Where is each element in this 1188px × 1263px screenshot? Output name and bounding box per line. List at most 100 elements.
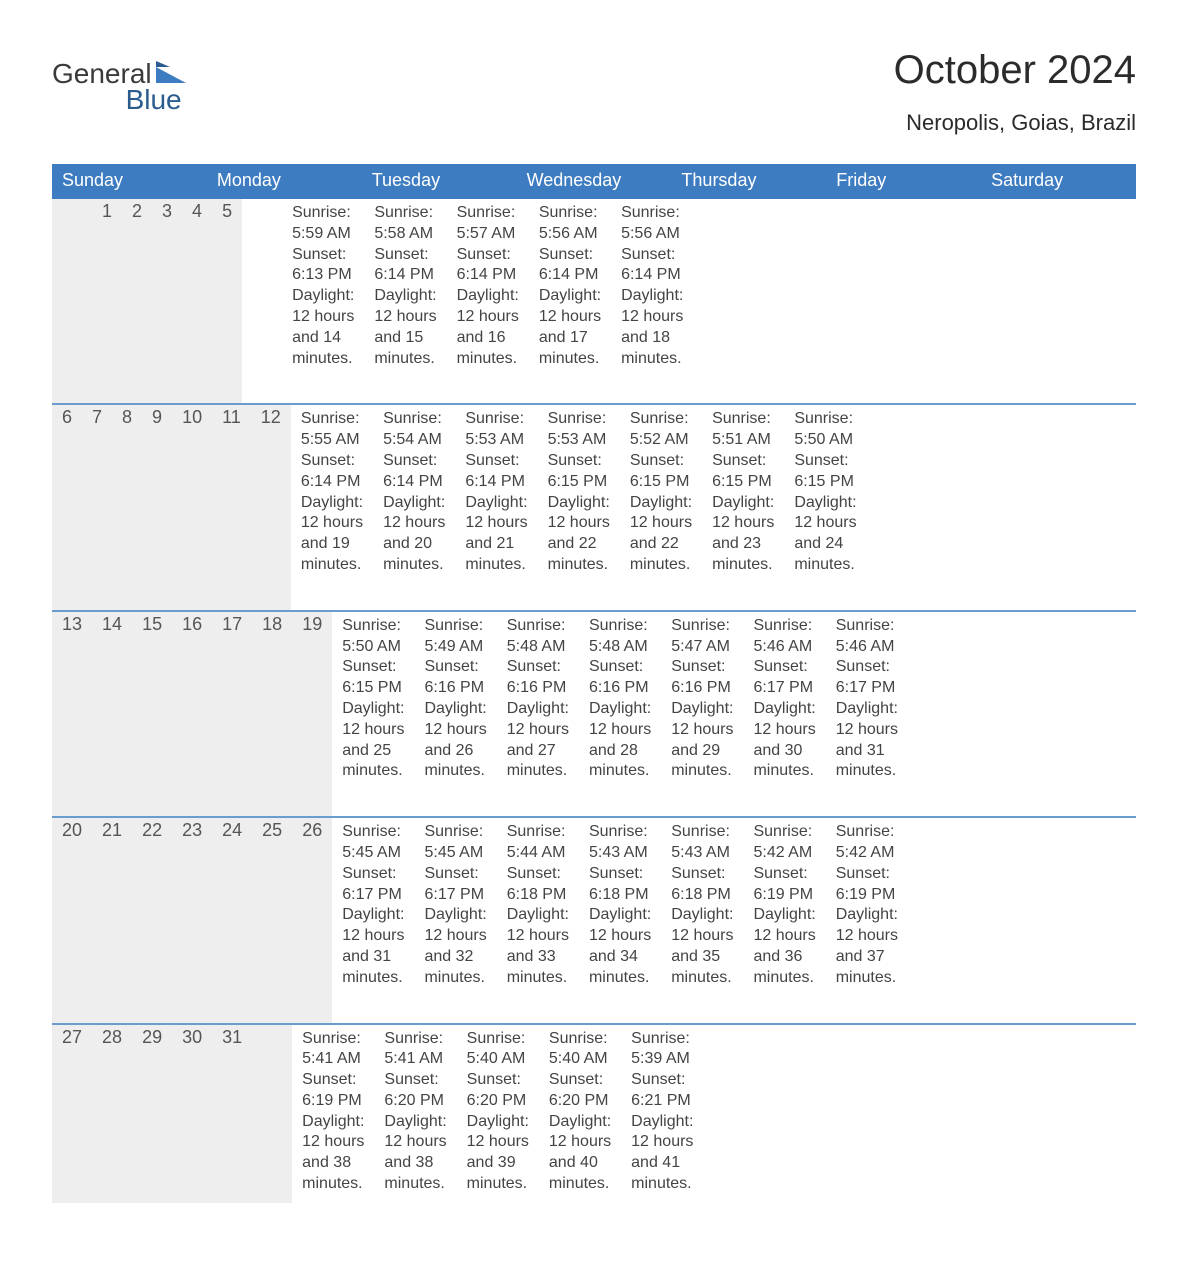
day-cell: Sunrise: 5:47 AMSunset: 6:16 PMDaylight:… [661,612,743,816]
daylight-line: Daylight: 12 hours and 31 minutes. [836,699,898,782]
sunrise-line: Sunrise: 5:57 AM [457,203,519,245]
sunset-line: Sunset: 6:17 PM [836,657,898,699]
sunrise-line: Sunrise: 5:50 AM [794,409,856,451]
sunrise-line: Sunrise: 5:58 AM [374,203,436,245]
sunset-line: Sunset: 6:14 PM [621,245,683,287]
daylight-line: Daylight: 12 hours and 16 minutes. [457,286,519,369]
sunset-line: Sunset: 6:14 PM [383,451,445,493]
sunrise-line: Sunrise: 5:49 AM [424,616,486,658]
day-number: 17 [212,612,252,816]
day-cell: Sunrise: 5:54 AMSunset: 6:14 PMDaylight:… [373,405,455,609]
day-cell: Sunrise: 5:53 AMSunset: 6:14 PMDaylight:… [455,405,537,609]
sunrise-line: Sunrise: 5:41 AM [302,1029,364,1071]
sunrise-line: Sunrise: 5:42 AM [836,822,898,864]
brand-word-blue: Blue [126,86,186,114]
daynum-row: 13141516171819 [52,612,332,816]
day-cell: Sunrise: 5:48 AMSunset: 6:16 PMDaylight:… [579,612,661,816]
day-cell: Sunrise: 5:57 AMSunset: 6:14 PMDaylight:… [447,199,529,403]
sunset-line: Sunset: 6:14 PM [301,451,363,493]
sunrise-line: Sunrise: 5:45 AM [342,822,404,864]
day-cell: Sunrise: 5:48 AMSunset: 6:16 PMDaylight:… [497,612,579,816]
sunset-line: Sunset: 6:17 PM [753,657,815,699]
daylight-line: Daylight: 12 hours and 30 minutes. [753,699,815,782]
day-cell: Sunrise: 5:46 AMSunset: 6:17 PMDaylight:… [826,612,908,816]
sunset-line: Sunset: 6:16 PM [671,657,733,699]
title-block: October 2024 Neropolis, Goias, Brazil [894,48,1136,136]
day-cell: Sunrise: 5:43 AMSunset: 6:18 PMDaylight:… [661,818,743,1022]
day-number: 31 [212,1025,252,1203]
day-number [272,1025,292,1203]
sunrise-line: Sunrise: 5:43 AM [671,822,733,864]
sunset-line: Sunset: 6:15 PM [342,657,404,699]
day-cell: Sunrise: 5:51 AMSunset: 6:15 PMDaylight:… [702,405,784,609]
weekday-label: Tuesday [362,164,517,199]
day-content-row: Sunrise: 5:50 AMSunset: 6:15 PMDaylight:… [332,612,908,816]
day-content-row: Sunrise: 5:59 AMSunset: 6:13 PMDaylight:… [242,199,693,403]
daylight-line: Daylight: 12 hours and 27 minutes. [507,699,569,782]
sunset-line: Sunset: 6:15 PM [630,451,692,493]
day-cell: Sunrise: 5:43 AMSunset: 6:18 PMDaylight:… [579,818,661,1022]
sunset-line: Sunset: 6:15 PM [794,451,856,493]
day-number: 2 [122,199,152,403]
day-cell: Sunrise: 5:39 AMSunset: 6:21 PMDaylight:… [621,1025,703,1203]
calendar-week: 6789101112Sunrise: 5:55 AMSunset: 6:14 P… [52,403,1136,609]
calendar-week: 20212223242526Sunrise: 5:45 AMSunset: 6:… [52,816,1136,1022]
day-number: 8 [112,405,142,609]
day-number: 29 [132,1025,172,1203]
day-cell [242,199,262,403]
day-cell [703,1025,723,1203]
sunset-line: Sunset: 6:20 PM [467,1070,529,1112]
sunrise-line: Sunrise: 5:44 AM [507,822,569,864]
weeks-container: 12345Sunrise: 5:59 AMSunset: 6:13 PMDayl… [52,199,1136,1203]
day-number: 18 [252,612,292,816]
day-number: 1 [92,199,122,403]
daynum-row: 2728293031 [52,1025,292,1203]
daylight-line: Daylight: 12 hours and 40 minutes. [549,1112,611,1195]
day-cell: Sunrise: 5:40 AMSunset: 6:20 PMDaylight:… [457,1025,539,1203]
weekday-label: Saturday [981,164,1136,199]
day-cell: Sunrise: 5:42 AMSunset: 6:19 PMDaylight:… [826,818,908,1022]
daylight-line: Daylight: 12 hours and 19 minutes. [301,493,363,576]
day-number: 19 [292,612,332,816]
sunset-line: Sunset: 6:18 PM [671,864,733,906]
calendar-week: 13141516171819Sunrise: 5:50 AMSunset: 6:… [52,610,1136,816]
sunrise-line: Sunrise: 5:41 AM [384,1029,446,1071]
weekday-label: Thursday [671,164,826,199]
day-cell: Sunrise: 5:52 AMSunset: 6:15 PMDaylight:… [620,405,702,609]
day-cell: Sunrise: 5:56 AMSunset: 6:14 PMDaylight:… [611,199,693,403]
daylight-line: Daylight: 12 hours and 38 minutes. [302,1112,364,1195]
day-number: 30 [172,1025,212,1203]
month-title: October 2024 [894,48,1136,92]
sunrise-line: Sunrise: 5:51 AM [712,409,774,451]
brand-logo: General Blue [52,48,186,114]
day-number: 22 [132,818,172,1022]
daylight-line: Daylight: 12 hours and 26 minutes. [424,699,486,782]
sunrise-line: Sunrise: 5:54 AM [383,409,445,451]
sunrise-line: Sunrise: 5:40 AM [549,1029,611,1071]
day-cell: Sunrise: 5:40 AMSunset: 6:20 PMDaylight:… [539,1025,621,1203]
weekday-header-row: SundayMondayTuesdayWednesdayThursdayFrid… [52,164,1136,199]
day-content-row: Sunrise: 5:41 AMSunset: 6:19 PMDaylight:… [292,1025,743,1203]
day-cell: Sunrise: 5:56 AMSunset: 6:14 PMDaylight:… [529,199,611,403]
daylight-line: Daylight: 12 hours and 22 minutes. [548,493,610,576]
sunrise-line: Sunrise: 5:46 AM [836,616,898,658]
sunset-line: Sunset: 6:14 PM [465,451,527,493]
sunrise-line: Sunrise: 5:53 AM [548,409,610,451]
sunrise-line: Sunrise: 5:56 AM [539,203,601,245]
daylight-line: Daylight: 12 hours and 38 minutes. [384,1112,446,1195]
sunset-line: Sunset: 6:18 PM [589,864,651,906]
sunrise-line: Sunrise: 5:48 AM [589,616,651,658]
day-number: 24 [212,818,252,1022]
sunset-line: Sunset: 6:17 PM [424,864,486,906]
day-cell [723,1025,743,1203]
daylight-line: Daylight: 12 hours and 39 minutes. [467,1112,529,1195]
sunset-line: Sunset: 6:14 PM [539,245,601,287]
day-number: 5 [212,199,242,403]
day-number: 6 [52,405,82,609]
day-cell: Sunrise: 5:41 AMSunset: 6:19 PMDaylight:… [292,1025,374,1203]
sunset-line: Sunset: 6:16 PM [589,657,651,699]
sunrise-line: Sunrise: 5:55 AM [301,409,363,451]
calendar-week: 12345Sunrise: 5:59 AMSunset: 6:13 PMDayl… [52,199,1136,403]
day-number: 27 [52,1025,92,1203]
header-row: General Blue October 2024 Neropolis, Goi… [52,48,1136,136]
